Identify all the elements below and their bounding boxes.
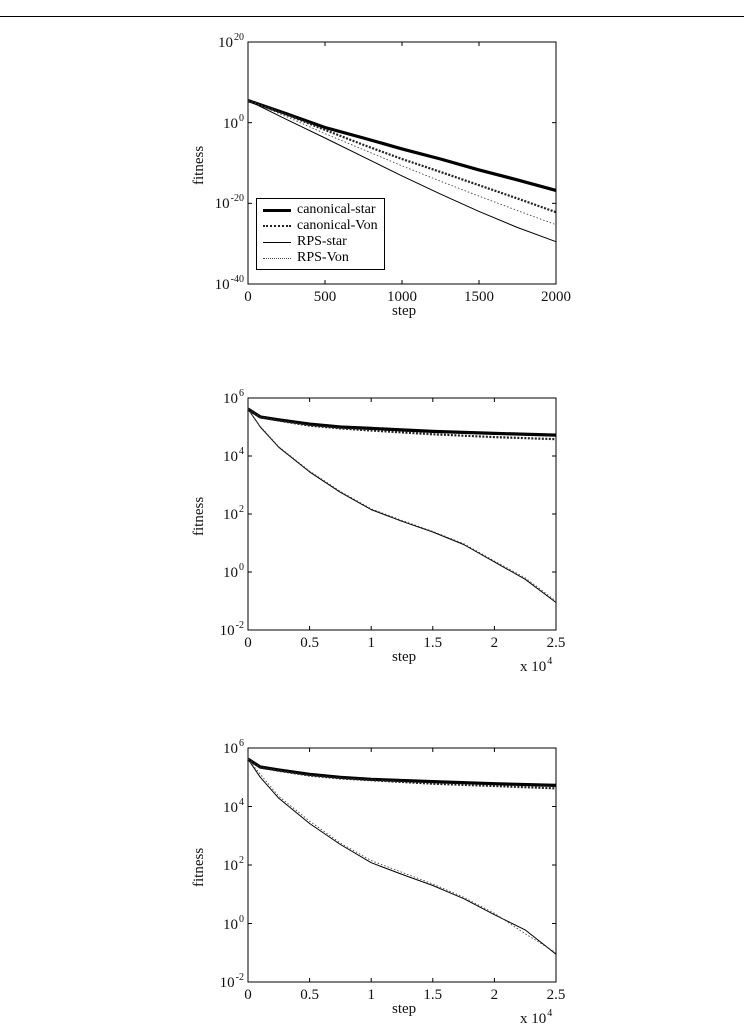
x-axis-title: step xyxy=(392,649,417,665)
y-tick-label: 106 xyxy=(223,739,244,757)
y-tick-label-base: 10 xyxy=(223,507,238,523)
y-tick-label-exponent: 2 xyxy=(239,855,244,866)
x-tick-label: 2 xyxy=(490,987,499,1003)
y-tick-label-base: 10 xyxy=(223,741,238,757)
y-tick-label: 10-20 xyxy=(214,194,244,213)
y-tick-label-exponent: 20 xyxy=(234,32,244,43)
x-tick-label: 0 xyxy=(244,987,252,1003)
x-axis-multiplier: x 104 xyxy=(520,657,552,675)
y-tick-label: 102 xyxy=(223,856,244,874)
legend-swatch xyxy=(263,241,291,243)
y-tick-label-base: 10 xyxy=(219,623,235,639)
y-tick-label-base: 10 xyxy=(214,277,230,293)
y-tick-label-base: 10 xyxy=(223,115,238,132)
x-axis-title: step xyxy=(392,303,417,319)
y-axis-title: fitness xyxy=(191,847,207,887)
series-line-RPS-star xyxy=(247,408,557,603)
x-tick-label: 0 xyxy=(244,635,252,651)
y-tick-label-base: 10 xyxy=(223,916,238,933)
legend: canonical-star canonical-Von RPS-star RPS-V… xyxy=(256,198,385,270)
y-tick-label-exponent: 0 xyxy=(239,112,244,124)
y-tick-label-exponent: 0 xyxy=(239,562,244,573)
y-tick-label-base: 10 xyxy=(223,858,238,874)
series-line-canonical-Von xyxy=(247,758,557,790)
y-tick-label-exponent: 4 xyxy=(239,796,244,808)
page-top-rule xyxy=(0,16,744,17)
legend-item: RPS-star xyxy=(263,234,378,250)
y-tick-label-base: 10 xyxy=(223,391,238,407)
x-tick-label: 1500 xyxy=(464,289,494,305)
legend-label: RPS-star xyxy=(297,234,347,249)
y-tick-label-exponent: -20 xyxy=(230,193,244,205)
x-axis-multiplier-exponent: 4 xyxy=(547,656,553,667)
y-tick-label: 10-2 xyxy=(219,621,244,639)
legend-swatch xyxy=(263,257,291,259)
series-line-canonical-Von xyxy=(247,99,557,214)
x-tick-label: 2000 xyxy=(541,289,571,305)
x-tick-label: 1.5 xyxy=(423,987,443,1003)
y-tick-label: 100 xyxy=(223,113,244,132)
x-tick-label: 0 xyxy=(244,289,252,305)
x-tick-label: 0.5 xyxy=(300,987,319,1003)
x-tick-label: 1000 xyxy=(387,289,417,305)
y-tick-label-base: 10 xyxy=(219,975,235,991)
x-axis-multiplier-exponent: 4 xyxy=(547,1008,553,1019)
legend-item: canonical-Von xyxy=(263,218,378,234)
series-line-RPS-Von xyxy=(247,758,557,954)
x-tick-label: 500 xyxy=(313,289,337,305)
x-tick-label: 2 xyxy=(490,635,499,651)
y-tick-label-exponent: 6 xyxy=(239,388,244,399)
y-tick-label-exponent: 2 xyxy=(239,504,244,515)
series-line-canonical-star xyxy=(247,98,557,192)
series-line-RPS-Von xyxy=(247,100,557,226)
y-tick-label: 106 xyxy=(223,389,244,407)
y-tick-label: 10-2 xyxy=(219,973,244,991)
y-tick-label-exponent: 4 xyxy=(239,446,244,457)
legend-item: canonical-star xyxy=(263,202,378,218)
x-tick-label: 2.5 xyxy=(546,987,566,1003)
y-tick-label: 102 xyxy=(223,505,244,523)
x-axis-multiplier: x 104 xyxy=(520,1009,552,1027)
y-tick-label: 100 xyxy=(223,914,244,933)
legend-swatch xyxy=(263,225,291,227)
x-axis-multiplier-base: x 10 xyxy=(520,1011,547,1027)
x-tick-label: 1.5 xyxy=(423,635,443,651)
y-tick-label-exponent: -2 xyxy=(235,972,244,983)
x-axis-multiplier-base: x 10 xyxy=(520,659,547,675)
y-tick-label-exponent: 6 xyxy=(239,738,244,749)
x-tick-label: 1 xyxy=(367,635,375,651)
y-tick-label: 10-40 xyxy=(214,275,244,293)
y-tick-label-exponent: 0 xyxy=(239,913,244,925)
legend-label: RPS-Von xyxy=(297,250,349,265)
series-line-RPS-star xyxy=(247,100,557,243)
legend-swatch xyxy=(263,208,291,212)
y-tick-label-base: 10 xyxy=(214,196,230,213)
series-line-canonical-Von xyxy=(247,408,557,441)
y-tick-label-exponent: -40 xyxy=(230,274,244,285)
x-axis-title: step xyxy=(392,1001,417,1017)
legend-label: canonical-Von xyxy=(297,218,378,233)
series-line-RPS-star xyxy=(247,758,557,955)
y-tick-label-base: 10 xyxy=(218,35,233,51)
y-tick-label: 104 xyxy=(223,797,244,816)
y-tick-label-base: 10 xyxy=(223,565,238,581)
y-tick-label-base: 10 xyxy=(223,799,238,816)
legend-label: canonical-star xyxy=(297,202,376,217)
y-tick-label: 100 xyxy=(223,563,244,581)
y-tick-label: 104 xyxy=(223,447,244,465)
legend-item: RPS-Von xyxy=(263,250,378,266)
y-tick-label-exponent: -2 xyxy=(235,620,244,631)
x-tick-label: 1 xyxy=(367,987,375,1003)
x-tick-label: 2.5 xyxy=(546,635,566,651)
x-tick-label: 0.5 xyxy=(300,635,319,651)
y-tick-label: 1020 xyxy=(218,33,244,51)
y-tick-label-base: 10 xyxy=(223,449,238,465)
